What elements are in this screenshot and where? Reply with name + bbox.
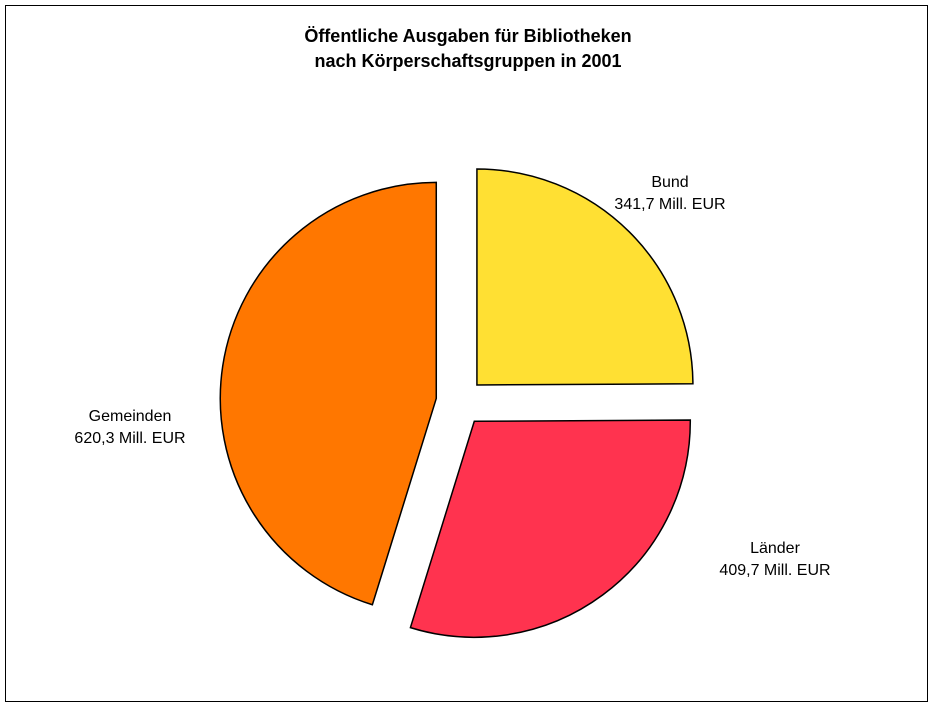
chart-title: Öffentliche Ausgaben für Bibliotheken [304, 26, 631, 46]
slice-label: Gemeinden [89, 408, 172, 425]
pie-slice [219, 181, 438, 606]
slice-value-label: 409,7 Mill. EUR [719, 562, 830, 579]
chart-title: nach Körperschaftsgruppen in 2001 [314, 51, 621, 71]
slice-value-label: 620,3 Mill. EUR [74, 430, 185, 447]
slice-value-label: 341,7 Mill. EUR [614, 196, 725, 213]
pie-slice [476, 168, 694, 386]
slice-label: Bund [651, 174, 688, 191]
pie-slice [409, 419, 692, 638]
slice-label: Länder [750, 540, 800, 557]
